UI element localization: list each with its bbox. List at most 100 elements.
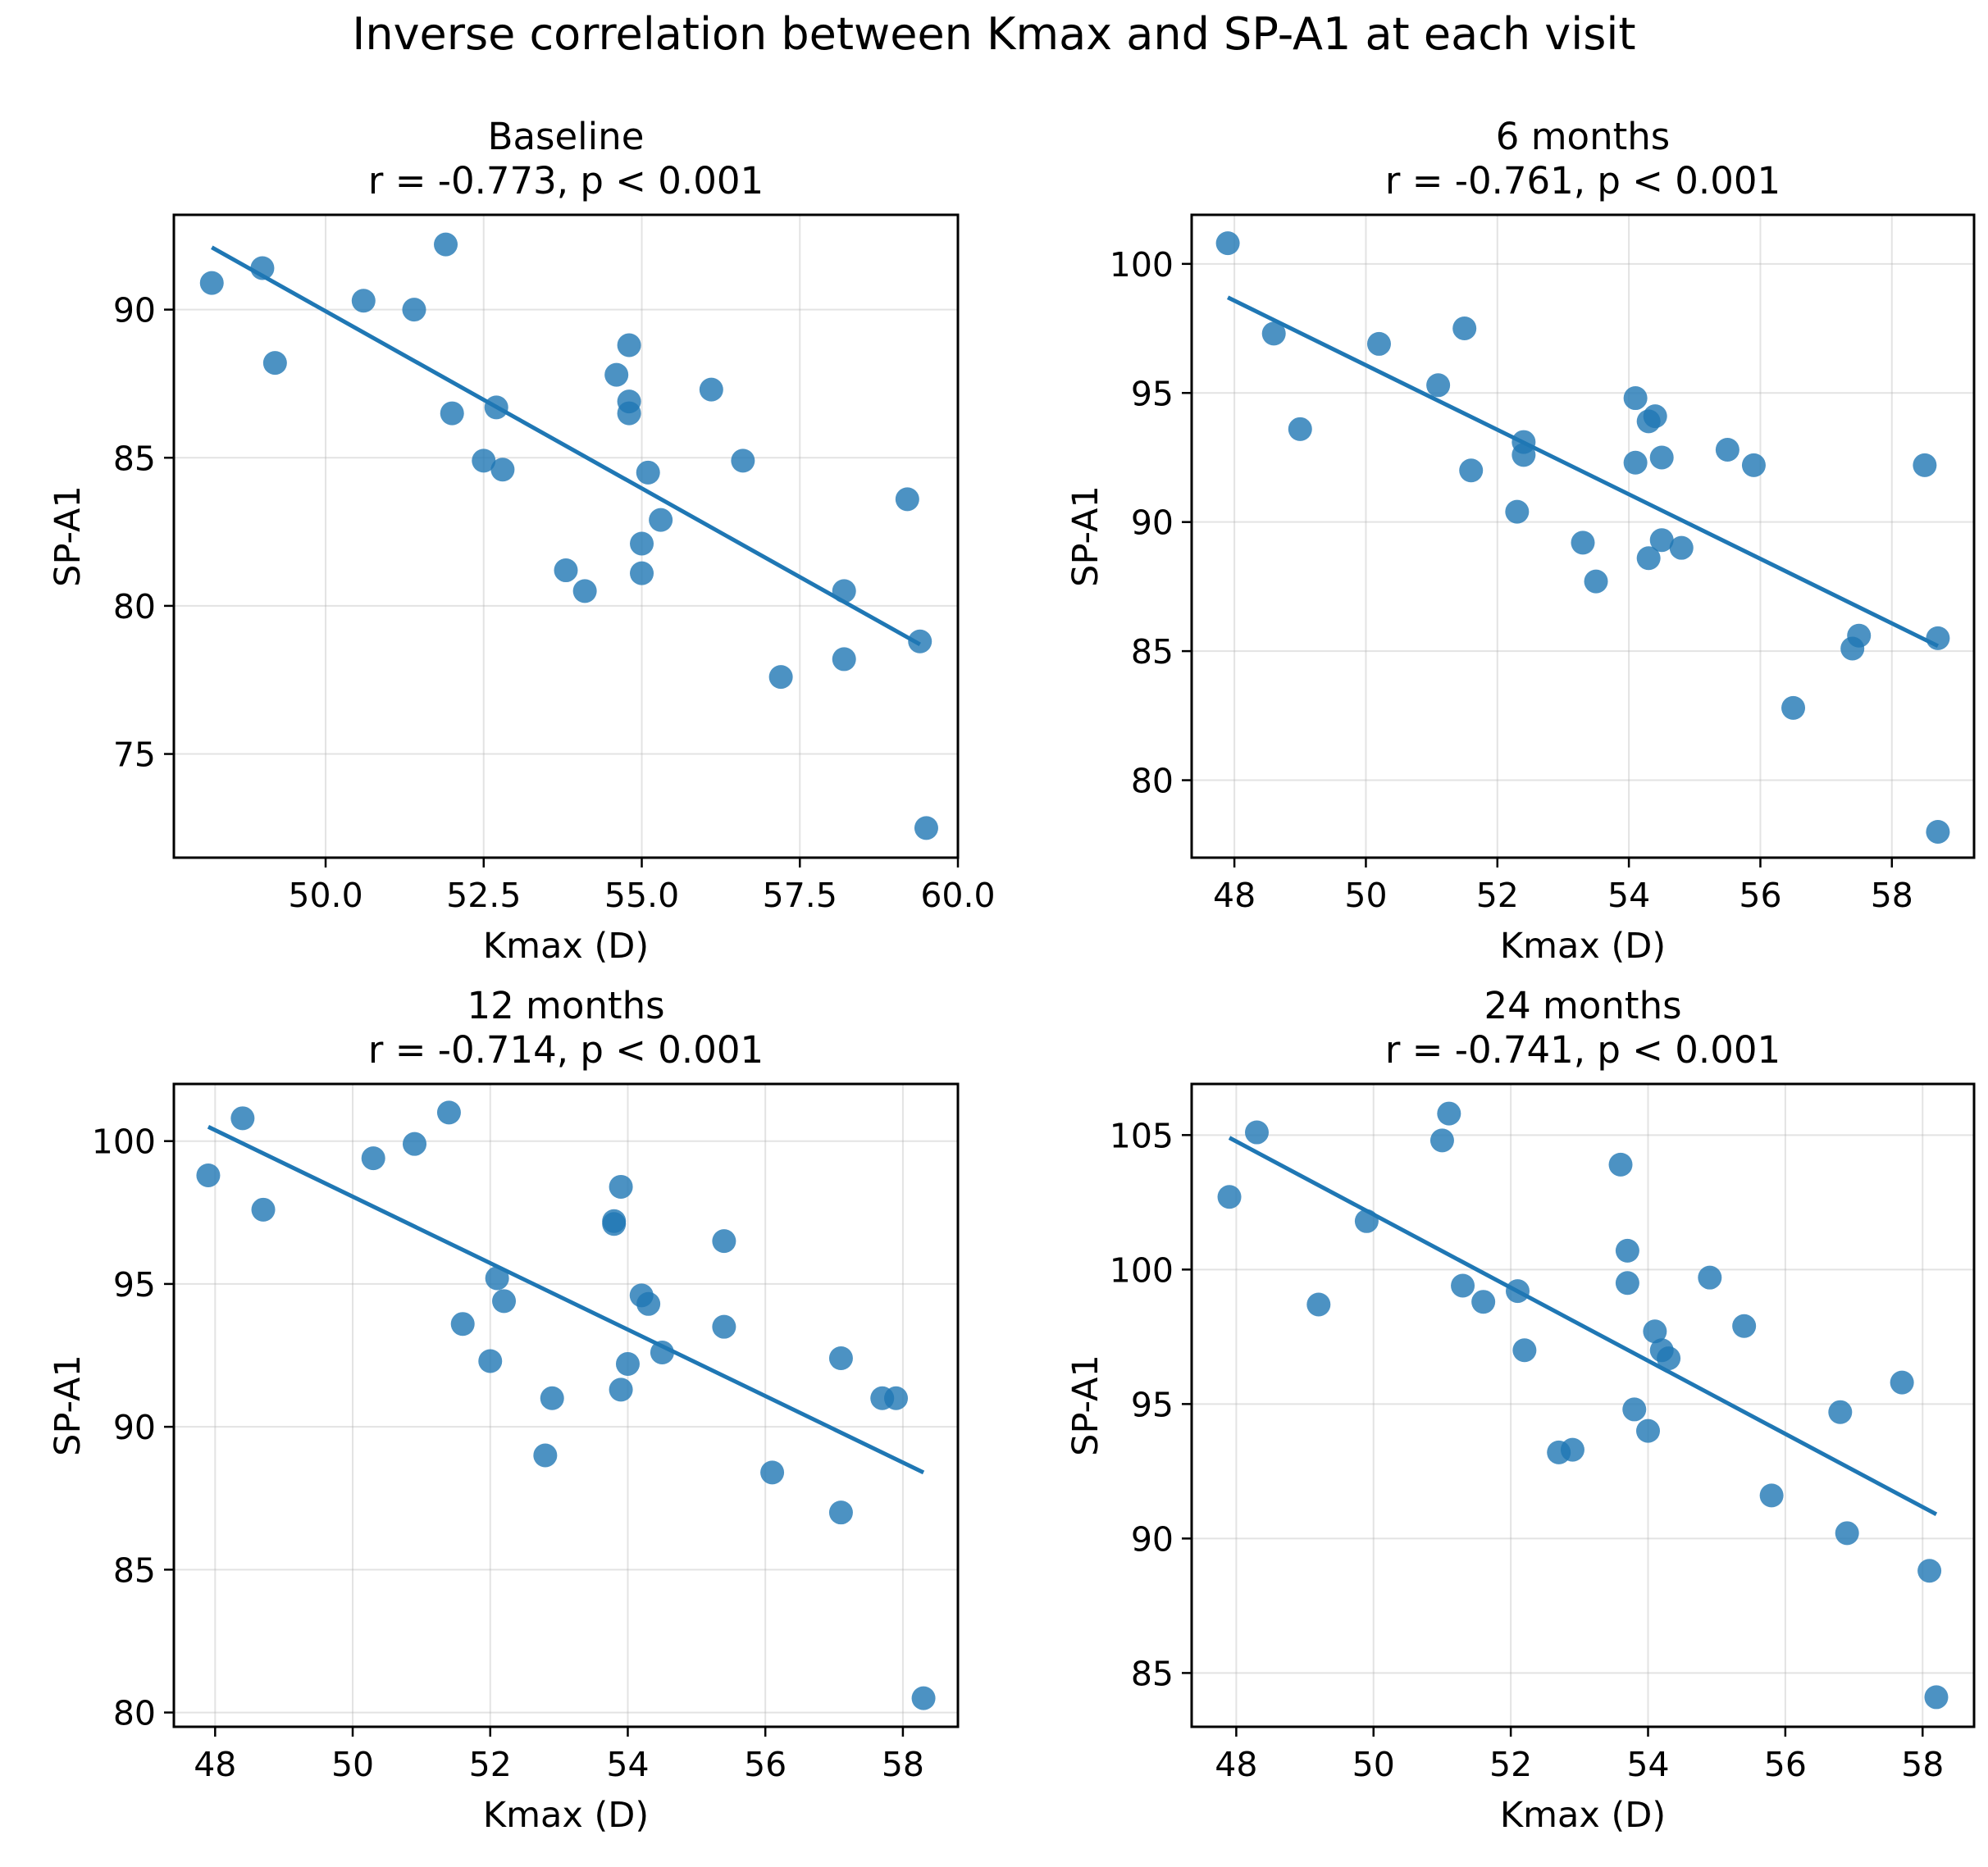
y-tick-label: 100: [1110, 245, 1174, 285]
data-point: [768, 665, 793, 690]
data-point: [1505, 499, 1530, 524]
x-tick-label: 50.0: [288, 876, 362, 915]
x-tick-label: 50: [1352, 1745, 1395, 1784]
axes-frame: [172, 213, 960, 859]
data-point: [914, 816, 938, 840]
data-point: [630, 561, 654, 585]
data-point: [361, 1146, 385, 1171]
x-tick-label: 55.0: [604, 876, 679, 915]
x-axis-label: Kmax (D): [1500, 1795, 1666, 1836]
x-tick-label: 52.5: [446, 876, 521, 915]
data-point: [1512, 443, 1536, 467]
data-point: [1623, 386, 1648, 411]
data-point: [884, 1386, 909, 1410]
data-point: [832, 647, 856, 672]
panels: 50.0 52.5 55.0 57.5 60.0 75 80 85 90 Kmax (D) SP-A…: [48, 115, 1976, 1836]
data-point: [572, 579, 597, 603]
data-point: [196, 1163, 221, 1188]
panel-title: 24 months: [1484, 984, 1681, 1027]
x-tick-label: 50: [1344, 876, 1387, 915]
data-point: [760, 1460, 785, 1485]
regression-line: [1226, 295, 1940, 649]
figure-title: Inverse correlation between Kmax and SP-…: [352, 8, 1635, 60]
data-point: [472, 449, 496, 473]
x-tick-label: 52: [1476, 876, 1519, 915]
data-point: [636, 1291, 661, 1316]
x-tick-label: 56: [1764, 1745, 1807, 1784]
y-axis-label: SP-A1: [1065, 485, 1106, 587]
data-point: [1741, 453, 1766, 477]
regression-line: [1228, 1136, 1938, 1517]
data-point: [1847, 623, 1872, 648]
x-tick-label: 56: [744, 1745, 787, 1784]
x-axis-label: Kmax (D): [483, 1795, 649, 1836]
x-tick-label: 48: [194, 1745, 236, 1784]
x-tick-label: 58: [1901, 1745, 1944, 1784]
y-axis-label: SP-A1: [48, 1355, 89, 1456]
data-point: [540, 1386, 564, 1410]
data-point: [434, 232, 458, 257]
data-point: [650, 1341, 674, 1365]
y-tick-label: 85: [113, 439, 156, 478]
y-tick-label: 85: [113, 1551, 156, 1590]
x-axis-label: Kmax (D): [1500, 926, 1666, 967]
data-point: [895, 487, 919, 512]
data-point: [1649, 445, 1674, 470]
y-tick-label: 90: [113, 291, 156, 330]
data-point: [1366, 331, 1391, 356]
y-tick-label: 95: [113, 1265, 156, 1305]
panel-title: 6 months: [1496, 115, 1670, 158]
x-tick-label: 54: [606, 1745, 649, 1784]
data-point: [1306, 1292, 1331, 1317]
data-point: [1643, 1319, 1667, 1344]
data-point: [1560, 1437, 1584, 1462]
y-tick-label: 100: [1110, 1250, 1174, 1290]
panel-24-months: 48 50 52 54 56 58 85 90 95 100 105 Kmax (D) SP-A1 24 …: [1065, 984, 1976, 1836]
data-point: [1215, 231, 1240, 256]
data-point: [1890, 1370, 1914, 1395]
x-tick-label: 58: [882, 1745, 924, 1784]
data-point: [1924, 1685, 1949, 1710]
x-tick-label: 48: [1215, 1745, 1257, 1784]
data-point: [402, 298, 426, 322]
y-tick-label: 95: [1131, 1385, 1174, 1424]
axes-frame: [172, 1082, 960, 1728]
data-point: [485, 1266, 509, 1291]
x-tick-label: 48: [1213, 876, 1256, 915]
data-point: [615, 1351, 640, 1376]
data-point: [1571, 531, 1595, 555]
data-point: [602, 1209, 627, 1233]
data-point: [1437, 1101, 1461, 1126]
data-point: [1261, 321, 1286, 346]
data-point: [1426, 373, 1451, 398]
data-point: [636, 460, 660, 485]
data-point: [1608, 1152, 1633, 1177]
data-point: [1452, 316, 1477, 341]
data-point: [450, 1312, 475, 1336]
panel-stats: r = -0.741, p < 0.001: [1385, 1028, 1781, 1072]
data-point: [1698, 1265, 1722, 1290]
data-point: [1913, 453, 1937, 477]
panel-12-months: 48 50 52 54 56 58 80 85 90 95 100 Kmax (D) SP-A1 12 m…: [48, 984, 960, 1836]
y-tick-label: 75: [113, 735, 156, 775]
data-point: [478, 1349, 503, 1373]
data-point: [731, 449, 755, 473]
x-tick-label: 52: [1489, 1745, 1532, 1784]
panel-title: 12 months: [467, 984, 664, 1027]
data-point: [1245, 1120, 1269, 1145]
x-tick-label: 54: [1626, 1745, 1669, 1784]
data-point: [1835, 1521, 1859, 1546]
data-point: [1759, 1483, 1784, 1508]
y-tick-label: 80: [1131, 762, 1174, 801]
axes-frame: [1190, 1082, 1976, 1728]
data-point: [617, 333, 641, 357]
data-point: [230, 1106, 255, 1131]
regression-line: [207, 1125, 925, 1475]
y-tick-label: 95: [1131, 374, 1174, 413]
data-point: [617, 401, 641, 426]
data-point: [908, 629, 932, 653]
panel-6-months: 48 50 52 54 56 58 80 85 90 95 100 Kmax (D) SP-A1 6 mo…: [1065, 115, 1976, 967]
data-point: [1636, 1418, 1660, 1443]
x-tick-label: 52: [469, 1745, 512, 1784]
data-point: [1926, 820, 1950, 845]
